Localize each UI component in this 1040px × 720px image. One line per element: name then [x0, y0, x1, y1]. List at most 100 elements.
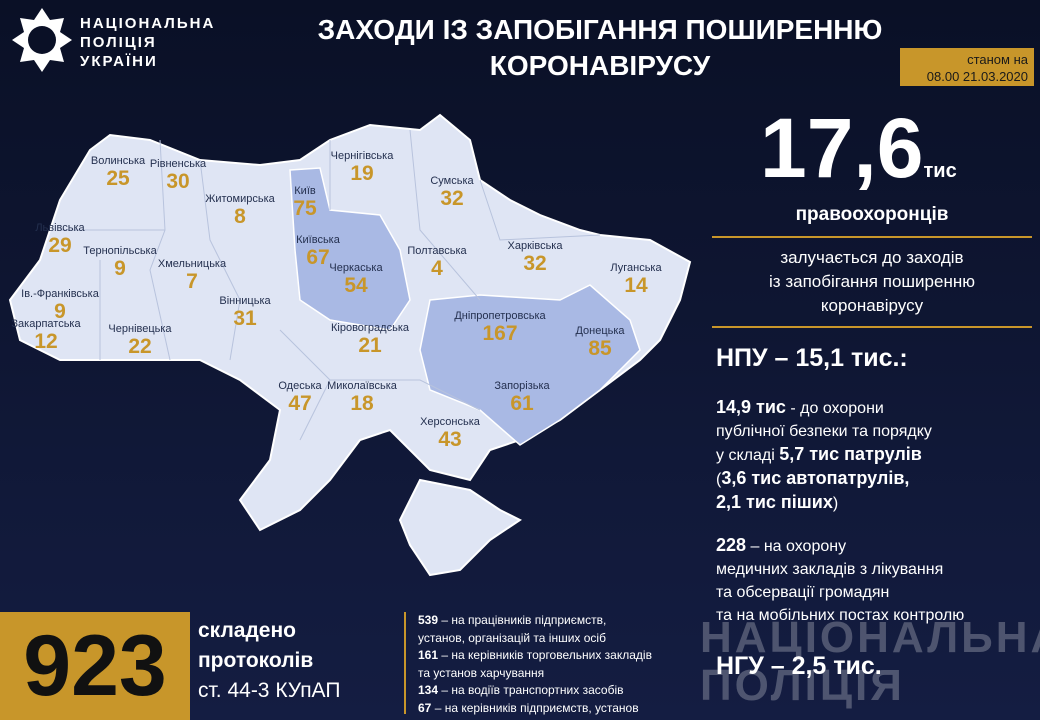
region-value: 85: [588, 337, 612, 360]
region: Кіровоградська 21: [320, 322, 420, 358]
region-name: Одеська: [278, 380, 322, 392]
protocol-item: та установ харчування: [418, 665, 652, 683]
caption-line: ст. 44-3 КУпАП: [198, 679, 341, 702]
protocol-item: 539 – на працівників підприємств,: [418, 612, 652, 630]
total: 17,6тис: [760, 100, 957, 197]
region-name: Житомирська: [205, 193, 275, 205]
protocol-item: установ, організацій та інших осіб: [418, 630, 652, 648]
item-text: та установ харчування: [418, 665, 545, 680]
text: - до охорони: [785, 400, 884, 417]
region: Рівненська 30: [128, 158, 228, 194]
region: Житомирська 8: [190, 193, 290, 229]
protocol-item: 67 – на керівників підприємств, установ: [418, 700, 652, 718]
region-value: 31: [233, 307, 257, 330]
region-name: Харківська: [507, 240, 563, 252]
region: Миколаївська 18: [312, 380, 412, 416]
region-name: Закарпатська: [11, 318, 81, 330]
text-line: 2,1 тис піших): [716, 491, 932, 515]
region-name: Миколаївська: [327, 380, 397, 392]
highlight-east: [419, 284, 641, 446]
item-number: 539: [418, 613, 439, 627]
bold-text: 2,1 тис піших: [716, 492, 833, 512]
region-value: 29: [48, 234, 72, 257]
region: Запорізька 61: [472, 380, 572, 416]
region-value: 75: [293, 197, 317, 220]
region-value: 167: [482, 322, 518, 345]
total-unit: тис: [923, 160, 957, 182]
region: Полтавська 4: [387, 245, 487, 281]
text-line: медичних закладів з лікування: [716, 558, 964, 581]
region-value: 7: [186, 270, 198, 293]
highlight-center: [289, 167, 411, 331]
title-line: ЗАХОДИ ІЗ ЗАПОБІГАННЯ ПОШИРЕННЮ: [317, 14, 883, 45]
bold-text: 3,6 тис автопатрулів,: [721, 468, 910, 488]
region-name: Дніпропетровська: [454, 310, 546, 322]
logo-core: [28, 26, 56, 54]
text-line: та обсервації громадян: [716, 581, 964, 604]
region: Вінницька 31: [195, 295, 295, 331]
region: Тернопільська 9: [70, 245, 170, 281]
date-line: станом на: [967, 52, 1028, 67]
protocol-item: 134 – на водіїв транспортних засобів: [418, 682, 652, 700]
region-name: Сумська: [430, 175, 474, 187]
region-name: Вінницька: [219, 295, 271, 307]
item-number: 134: [418, 683, 439, 697]
region-value: 61: [510, 392, 534, 415]
watermark-line: НАЦІОНАЛЬНА: [700, 613, 1040, 662]
npu-medical: 228 – на охорону медичних закладів з ліку…: [716, 534, 964, 627]
region-value: 9: [114, 257, 126, 280]
description-line: із запобігання поширенню: [769, 272, 975, 291]
region: Чернігівська 19: [312, 150, 412, 186]
text-line: (3,6 тис автопатрулів,: [716, 467, 932, 491]
region-name: Київ: [294, 185, 316, 197]
region-value: 8: [234, 205, 246, 228]
watermark-line: ПОЛІЦІЯ: [700, 661, 905, 710]
region: Донецька 85: [550, 325, 650, 361]
region: Ів.-Франківська 9: [10, 288, 110, 324]
region-name: Львівська: [35, 222, 85, 234]
ngu-heading: НГУ – 2,5 тис.: [716, 652, 882, 680]
date-line: 08.00 21.03.2020: [926, 69, 1028, 84]
region-name: Черкаська: [329, 262, 383, 274]
title-line: КОРОНАВІРУСУ: [489, 50, 711, 81]
region-name: Хмельницька: [157, 258, 227, 270]
region-value: 54: [344, 274, 368, 297]
region-name: Донецька: [575, 325, 625, 337]
item-number: 161: [418, 648, 439, 662]
region-name: Рівненська: [149, 158, 207, 170]
description-line: коронавірусу: [820, 296, 924, 315]
region-value: 18: [350, 392, 374, 415]
region: Волинська 25: [68, 155, 168, 191]
region-value: 9: [54, 300, 66, 323]
caption-line: складено: [198, 619, 296, 642]
region-name: Херсонська: [420, 416, 480, 428]
text-line: 14,9 тис - до охорони: [716, 396, 932, 420]
region-value: 43: [438, 428, 462, 451]
region-name: Полтавська: [407, 245, 467, 257]
item-text: – на працівників підприємств,: [438, 613, 607, 627]
region-name: Чернівецька: [108, 323, 172, 335]
region-value: 12: [34, 330, 58, 353]
text: медичних закладів з лікування: [716, 561, 944, 578]
region: Київ 75: [255, 185, 355, 221]
text-line: та на мобільних постах контролю: [716, 604, 964, 627]
bold-text: 5,7 тис патрулів: [779, 444, 922, 464]
item-text: – на керівників торговельних закладів: [438, 648, 652, 662]
region: Дніпропетровська 167: [450, 310, 550, 346]
item-text: установ, організацій та інших осіб: [418, 630, 606, 645]
watermark: НАЦІОНАЛЬНА ПОЛІЦІЯ: [700, 614, 1040, 710]
region: Чернівецька 22: [90, 323, 190, 359]
text: (: [716, 471, 722, 488]
region: Закарпатська 12: [0, 318, 96, 354]
region: Луганська 14: [586, 262, 686, 298]
text-line: 228 – на охорону: [716, 534, 964, 558]
region: Херсонська 43: [400, 416, 500, 452]
region-name: Запорізька: [494, 380, 550, 392]
item-text: – на водіїв транспортних засобів: [438, 683, 624, 697]
protocol-item: 161 – на керівників торговельних закладі…: [418, 647, 652, 665]
region-value: 67: [306, 246, 330, 269]
text: та обсервації громадян: [716, 584, 890, 601]
bold-text: 228: [716, 535, 747, 555]
region: Одеська 47: [250, 380, 350, 416]
